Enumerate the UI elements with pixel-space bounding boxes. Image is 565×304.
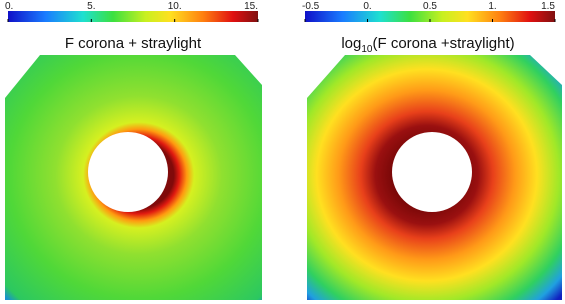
occulter xyxy=(88,132,168,212)
colorbar xyxy=(8,11,258,22)
colorbar xyxy=(305,11,555,22)
colorbar-tick-label: -0.5 xyxy=(302,1,320,12)
colorbar-tick-label: 0.5 xyxy=(423,1,437,12)
colorbar-tick-label: 5. xyxy=(87,1,95,12)
colorbar-tick-label: 10. xyxy=(168,1,182,12)
title-subscript: 10 xyxy=(361,44,373,55)
colorbar-tick-label: 15. xyxy=(244,1,258,12)
title-text: (F corona +straylight) xyxy=(373,35,515,52)
occulter xyxy=(392,132,472,212)
colorbar-tick-label: 1. xyxy=(488,1,496,12)
title-prefix: log xyxy=(341,35,361,52)
panel-title: log10(F corona +straylight) xyxy=(341,35,514,55)
colorbar-tick-label: 0. xyxy=(5,1,13,12)
colorbar-tick-label: 0. xyxy=(363,1,371,12)
colorbar-tick-label: 1.5 xyxy=(541,1,555,12)
panel-title: F corona + straylight xyxy=(65,35,202,52)
title-text: F corona + straylight xyxy=(65,35,202,52)
